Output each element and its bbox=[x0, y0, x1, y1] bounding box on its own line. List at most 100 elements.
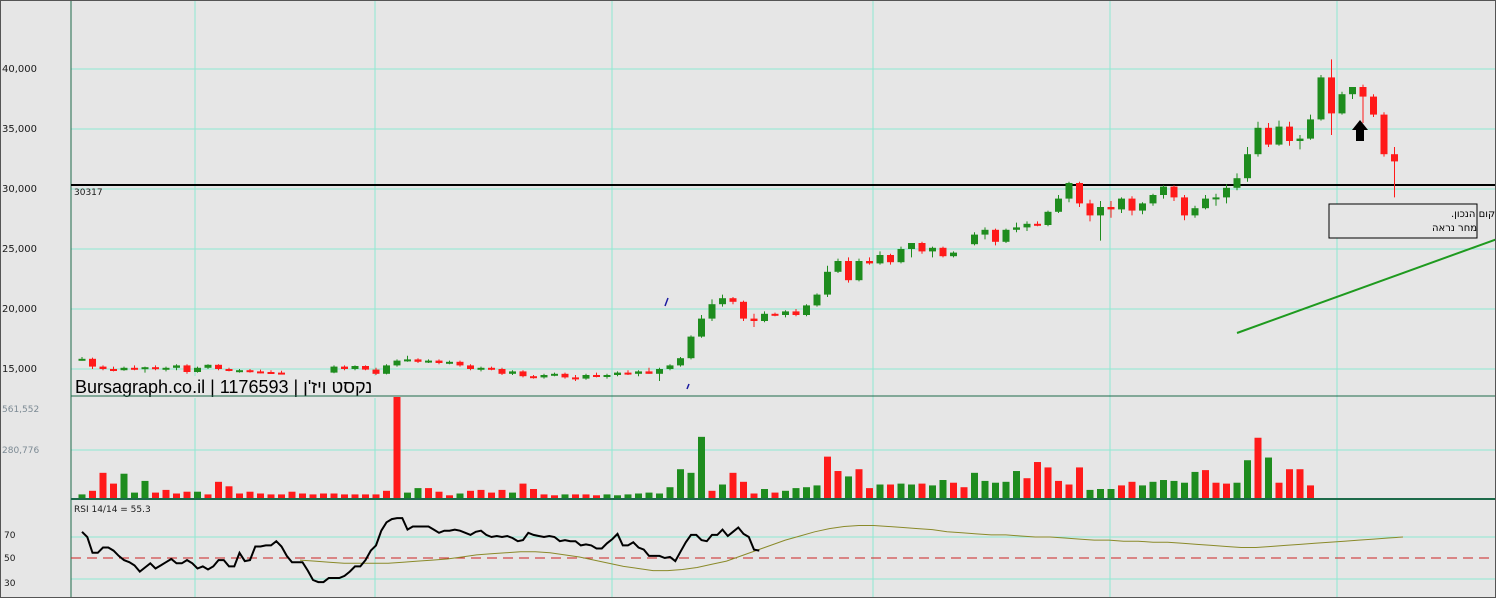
volume-bar[interactable] bbox=[950, 482, 957, 498]
candle[interactable] bbox=[803, 304, 810, 317]
volume-bar[interactable] bbox=[719, 484, 726, 498]
volume-bar[interactable] bbox=[204, 494, 212, 498]
volume-bar[interactable] bbox=[341, 494, 348, 498]
candle[interactable] bbox=[1359, 84, 1367, 123]
volume-bar[interactable] bbox=[1160, 480, 1167, 498]
volume-bar[interactable] bbox=[1107, 489, 1115, 498]
volume-bar[interactable] bbox=[236, 493, 243, 498]
annotation-box[interactable]: זנב קונים במקום הנכון. מחר נראה bbox=[1328, 203, 1496, 239]
volume-bar[interactable] bbox=[467, 490, 474, 498]
candle[interactable] bbox=[519, 370, 527, 378]
candle[interactable] bbox=[351, 365, 359, 371]
volume-bar[interactable] bbox=[215, 481, 222, 498]
candle[interactable] bbox=[1223, 184, 1230, 204]
candle[interactable] bbox=[1244, 147, 1251, 182]
volume-bar[interactable] bbox=[750, 493, 758, 498]
candle[interactable] bbox=[1191, 205, 1199, 218]
volume-bar[interactable] bbox=[257, 493, 264, 498]
volume-bar[interactable] bbox=[1233, 482, 1241, 498]
candle[interactable] bbox=[404, 355, 411, 362]
volume-bar[interactable] bbox=[530, 489, 537, 498]
volume-bar[interactable] bbox=[246, 491, 254, 498]
volume-bar[interactable] bbox=[603, 494, 611, 498]
candle[interactable] bbox=[551, 372, 558, 377]
volume-bar[interactable] bbox=[488, 492, 495, 498]
candle[interactable] bbox=[708, 299, 716, 321]
candle[interactable] bbox=[908, 243, 915, 258]
volume-bar[interactable] bbox=[1023, 478, 1031, 498]
candle[interactable] bbox=[173, 364, 180, 371]
candle[interactable] bbox=[1065, 181, 1073, 203]
candle[interactable] bbox=[719, 294, 726, 307]
volume-bar[interactable] bbox=[477, 489, 485, 498]
candle[interactable] bbox=[1086, 199, 1094, 222]
volume-bar[interactable] bbox=[131, 492, 138, 498]
candle[interactable] bbox=[1097, 201, 1104, 241]
candle[interactable] bbox=[824, 265, 831, 297]
candle[interactable] bbox=[834, 258, 842, 273]
volume-bar[interactable] bbox=[509, 492, 516, 498]
volume-bar[interactable] bbox=[1275, 482, 1283, 498]
volume-bar[interactable] bbox=[194, 491, 201, 498]
volume-bar[interactable] bbox=[813, 485, 821, 498]
volume-bar[interactable] bbox=[929, 485, 936, 498]
volume-bar[interactable] bbox=[614, 495, 621, 498]
candle[interactable] bbox=[110, 366, 117, 372]
candle[interactable] bbox=[446, 360, 453, 365]
candle[interactable] bbox=[677, 357, 684, 367]
candle[interactable] bbox=[1013, 222, 1020, 233]
candle[interactable] bbox=[939, 246, 947, 258]
volume-bar[interactable] bbox=[1044, 467, 1052, 498]
candle[interactable] bbox=[656, 367, 663, 381]
candle[interactable] bbox=[1265, 123, 1272, 147]
volume-bar[interactable] bbox=[404, 492, 411, 498]
volume-bar[interactable] bbox=[1065, 484, 1073, 498]
volume-bar[interactable] bbox=[1076, 467, 1083, 498]
candle[interactable] bbox=[267, 370, 275, 374]
volume-bar[interactable] bbox=[1296, 469, 1304, 498]
volume-bar[interactable] bbox=[1002, 481, 1010, 498]
candle[interactable] bbox=[435, 359, 443, 365]
volume-bar[interactable] bbox=[383, 490, 390, 498]
volume-bar[interactable] bbox=[372, 494, 380, 498]
candle[interactable] bbox=[782, 310, 789, 318]
volume-bar[interactable] bbox=[351, 494, 359, 498]
candle[interactable] bbox=[1160, 185, 1167, 199]
candle[interactable] bbox=[1149, 193, 1157, 206]
candle[interactable] bbox=[614, 371, 621, 377]
volume-bar[interactable] bbox=[1139, 485, 1146, 498]
candle[interactable] bbox=[1128, 196, 1136, 216]
candle[interactable] bbox=[257, 369, 264, 374]
candle[interactable] bbox=[341, 365, 348, 371]
volume-bar[interactable] bbox=[393, 397, 401, 498]
candle[interactable] bbox=[1076, 181, 1083, 207]
candle[interactable] bbox=[425, 359, 432, 363]
candle[interactable] bbox=[393, 359, 401, 367]
volume-bar[interactable] bbox=[981, 480, 989, 498]
candle[interactable] bbox=[687, 335, 695, 360]
candle[interactable] bbox=[918, 241, 926, 254]
candle[interactable] bbox=[509, 370, 516, 375]
candle[interactable] bbox=[1044, 210, 1052, 227]
candle[interactable] bbox=[456, 360, 464, 367]
volume-bar[interactable] bbox=[960, 487, 968, 498]
volume-bar[interactable] bbox=[141, 480, 149, 498]
volume-bar[interactable] bbox=[561, 494, 569, 498]
volume-bar[interactable] bbox=[635, 493, 642, 498]
candle[interactable] bbox=[981, 227, 989, 240]
volume-bar[interactable] bbox=[225, 486, 233, 498]
volume-bar[interactable] bbox=[971, 472, 978, 498]
volume-bar[interactable] bbox=[1191, 471, 1199, 498]
volume-bar[interactable] bbox=[120, 473, 128, 498]
candle[interactable] bbox=[120, 366, 128, 371]
candle[interactable] bbox=[761, 311, 768, 323]
candle[interactable] bbox=[194, 366, 201, 373]
volume-bar[interactable] bbox=[656, 493, 663, 498]
volume-bar[interactable] bbox=[446, 495, 453, 498]
candle[interactable] bbox=[1002, 228, 1010, 243]
candle[interactable] bbox=[750, 313, 758, 327]
volume-bar[interactable] bbox=[918, 483, 926, 498]
volume-bar[interactable] bbox=[1013, 471, 1020, 498]
volume-bar[interactable] bbox=[855, 469, 863, 498]
candle[interactable] bbox=[582, 373, 590, 380]
